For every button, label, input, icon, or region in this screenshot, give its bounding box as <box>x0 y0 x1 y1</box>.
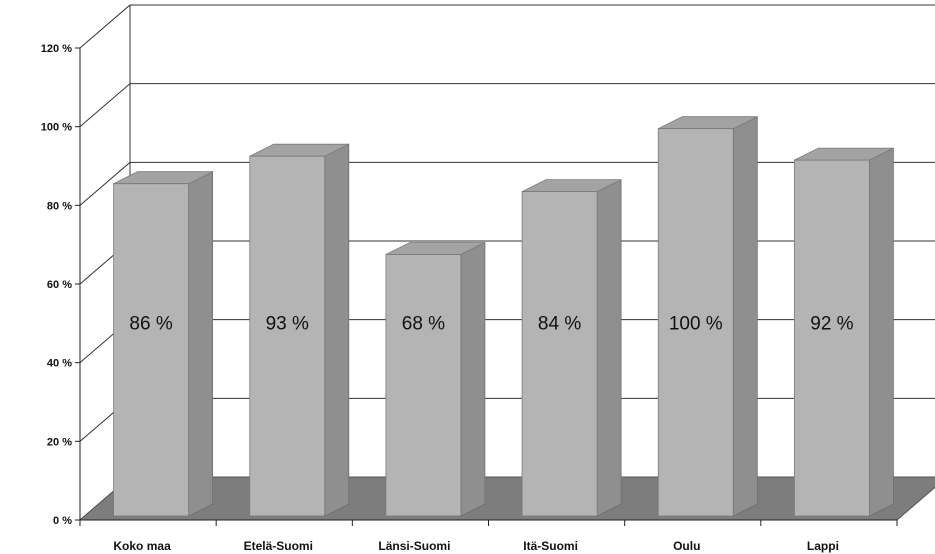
side-gridline-120 <box>79 4 131 49</box>
bar-side-1 <box>324 143 350 517</box>
bar-side-4 <box>732 116 758 517</box>
category-label-2: Länsi-Suomi <box>378 539 450 553</box>
bar-1 <box>249 155 326 517</box>
data-label-0: 86 % <box>129 313 172 334</box>
y-tick-label-0: 0 % <box>53 515 72 527</box>
y-tick-label-40: 40 % <box>47 358 72 370</box>
y-tick-label-20: 20 % <box>47 436 72 448</box>
side-gridline-100 <box>79 83 131 128</box>
category-label-5: Lappi <box>807 539 839 553</box>
data-label-4: 100 % <box>669 313 723 334</box>
y-tick-label-100: 100 % <box>41 122 72 134</box>
data-label-5: 92 % <box>810 313 853 334</box>
category-label-0: Koko maa <box>113 539 171 553</box>
category-label-1: Etelä-Suomi <box>244 539 313 553</box>
y-tick-label-120: 120 % <box>41 43 72 55</box>
bar-side-0 <box>188 171 214 517</box>
data-label-1: 93 % <box>266 313 309 334</box>
bar-0 <box>113 183 189 517</box>
bars-group <box>113 116 894 517</box>
data-label-2: 68 % <box>402 313 445 334</box>
category-label-4: Oulu <box>673 539 700 553</box>
bar-side-3 <box>596 178 622 517</box>
category-label-3: Itä-Suomi <box>523 539 578 553</box>
bar-4 <box>657 128 734 517</box>
bar-side-2 <box>460 241 486 517</box>
data-label-3: 84 % <box>538 313 581 334</box>
bar-3 <box>521 191 598 517</box>
labels-group: 0 % 20 % 40 % 60 % 80 % 100 % 120 % Koko maa Ete… <box>41 43 854 553</box>
y-tick-label-60: 60 % <box>47 279 72 291</box>
bar-side-5 <box>869 147 894 517</box>
bar-5 <box>794 159 870 517</box>
y-tick-label-80: 80 % <box>47 200 72 212</box>
side-gridline-80 <box>79 161 131 206</box>
front-grid-ticks <box>75 47 898 526</box>
bar-2 <box>385 254 462 517</box>
